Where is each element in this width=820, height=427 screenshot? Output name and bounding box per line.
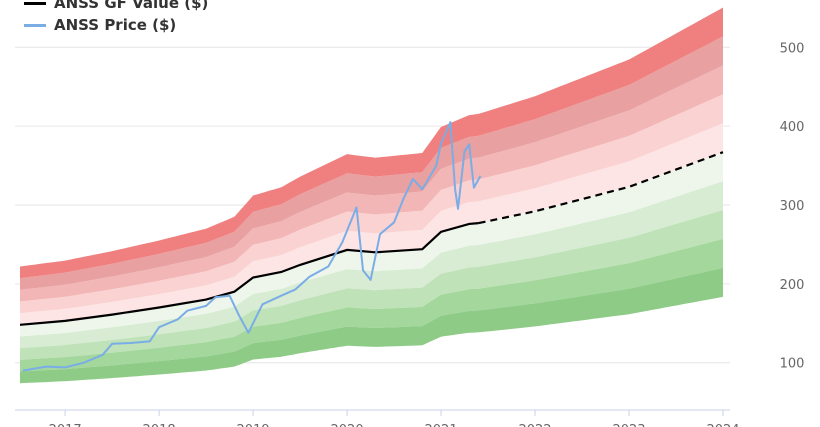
legend-label-price: ANSS Price ($) xyxy=(54,16,177,34)
undervalued-band-2 xyxy=(20,181,723,349)
valuation-bands xyxy=(20,7,723,384)
undervalued-band-5 xyxy=(20,267,723,384)
y-tick-label: 400 xyxy=(780,120,805,135)
gf-value-line xyxy=(19,222,479,326)
x-tick-label: 2020 xyxy=(331,423,364,427)
legend-label-gf-value: ANSS GF Value ($) xyxy=(54,0,209,12)
y-tick-label: 200 xyxy=(780,278,805,293)
x-tick-label: 2023 xyxy=(612,423,645,427)
x-tick-label: 2017 xyxy=(49,423,82,427)
y-tick-label: 300 xyxy=(780,199,805,214)
x-axis: 2017 2018 2019 2020 2021 2022 2023 2024 xyxy=(49,410,740,427)
gf-value-swatch xyxy=(24,1,46,5)
x-tick-label: 2021 xyxy=(425,423,458,427)
legend-item-gf-value[interactable]: ANSS GF Value ($) xyxy=(24,0,208,14)
x-tick-label: 2024 xyxy=(706,423,739,427)
x-tick-label: 2018 xyxy=(143,423,176,427)
undervalued-band-4 xyxy=(20,239,723,372)
x-tick-label: 2022 xyxy=(518,423,551,427)
gf-value-projection-line xyxy=(478,151,724,225)
y-axis: 100 200 300 400 500 xyxy=(780,41,805,371)
series-lines xyxy=(19,121,724,372)
y-tick-label: 500 xyxy=(780,41,805,56)
price-swatch xyxy=(24,23,46,27)
legend-item-price[interactable]: ANSS Price ($) xyxy=(24,14,208,36)
price-line xyxy=(22,121,482,372)
x-tick-label: 2019 xyxy=(237,423,270,427)
legend: ANSS GF Value ($) ANSS Price ($) xyxy=(24,0,208,36)
undervalued-band-3 xyxy=(20,210,723,360)
y-tick-label: 100 xyxy=(780,357,805,372)
